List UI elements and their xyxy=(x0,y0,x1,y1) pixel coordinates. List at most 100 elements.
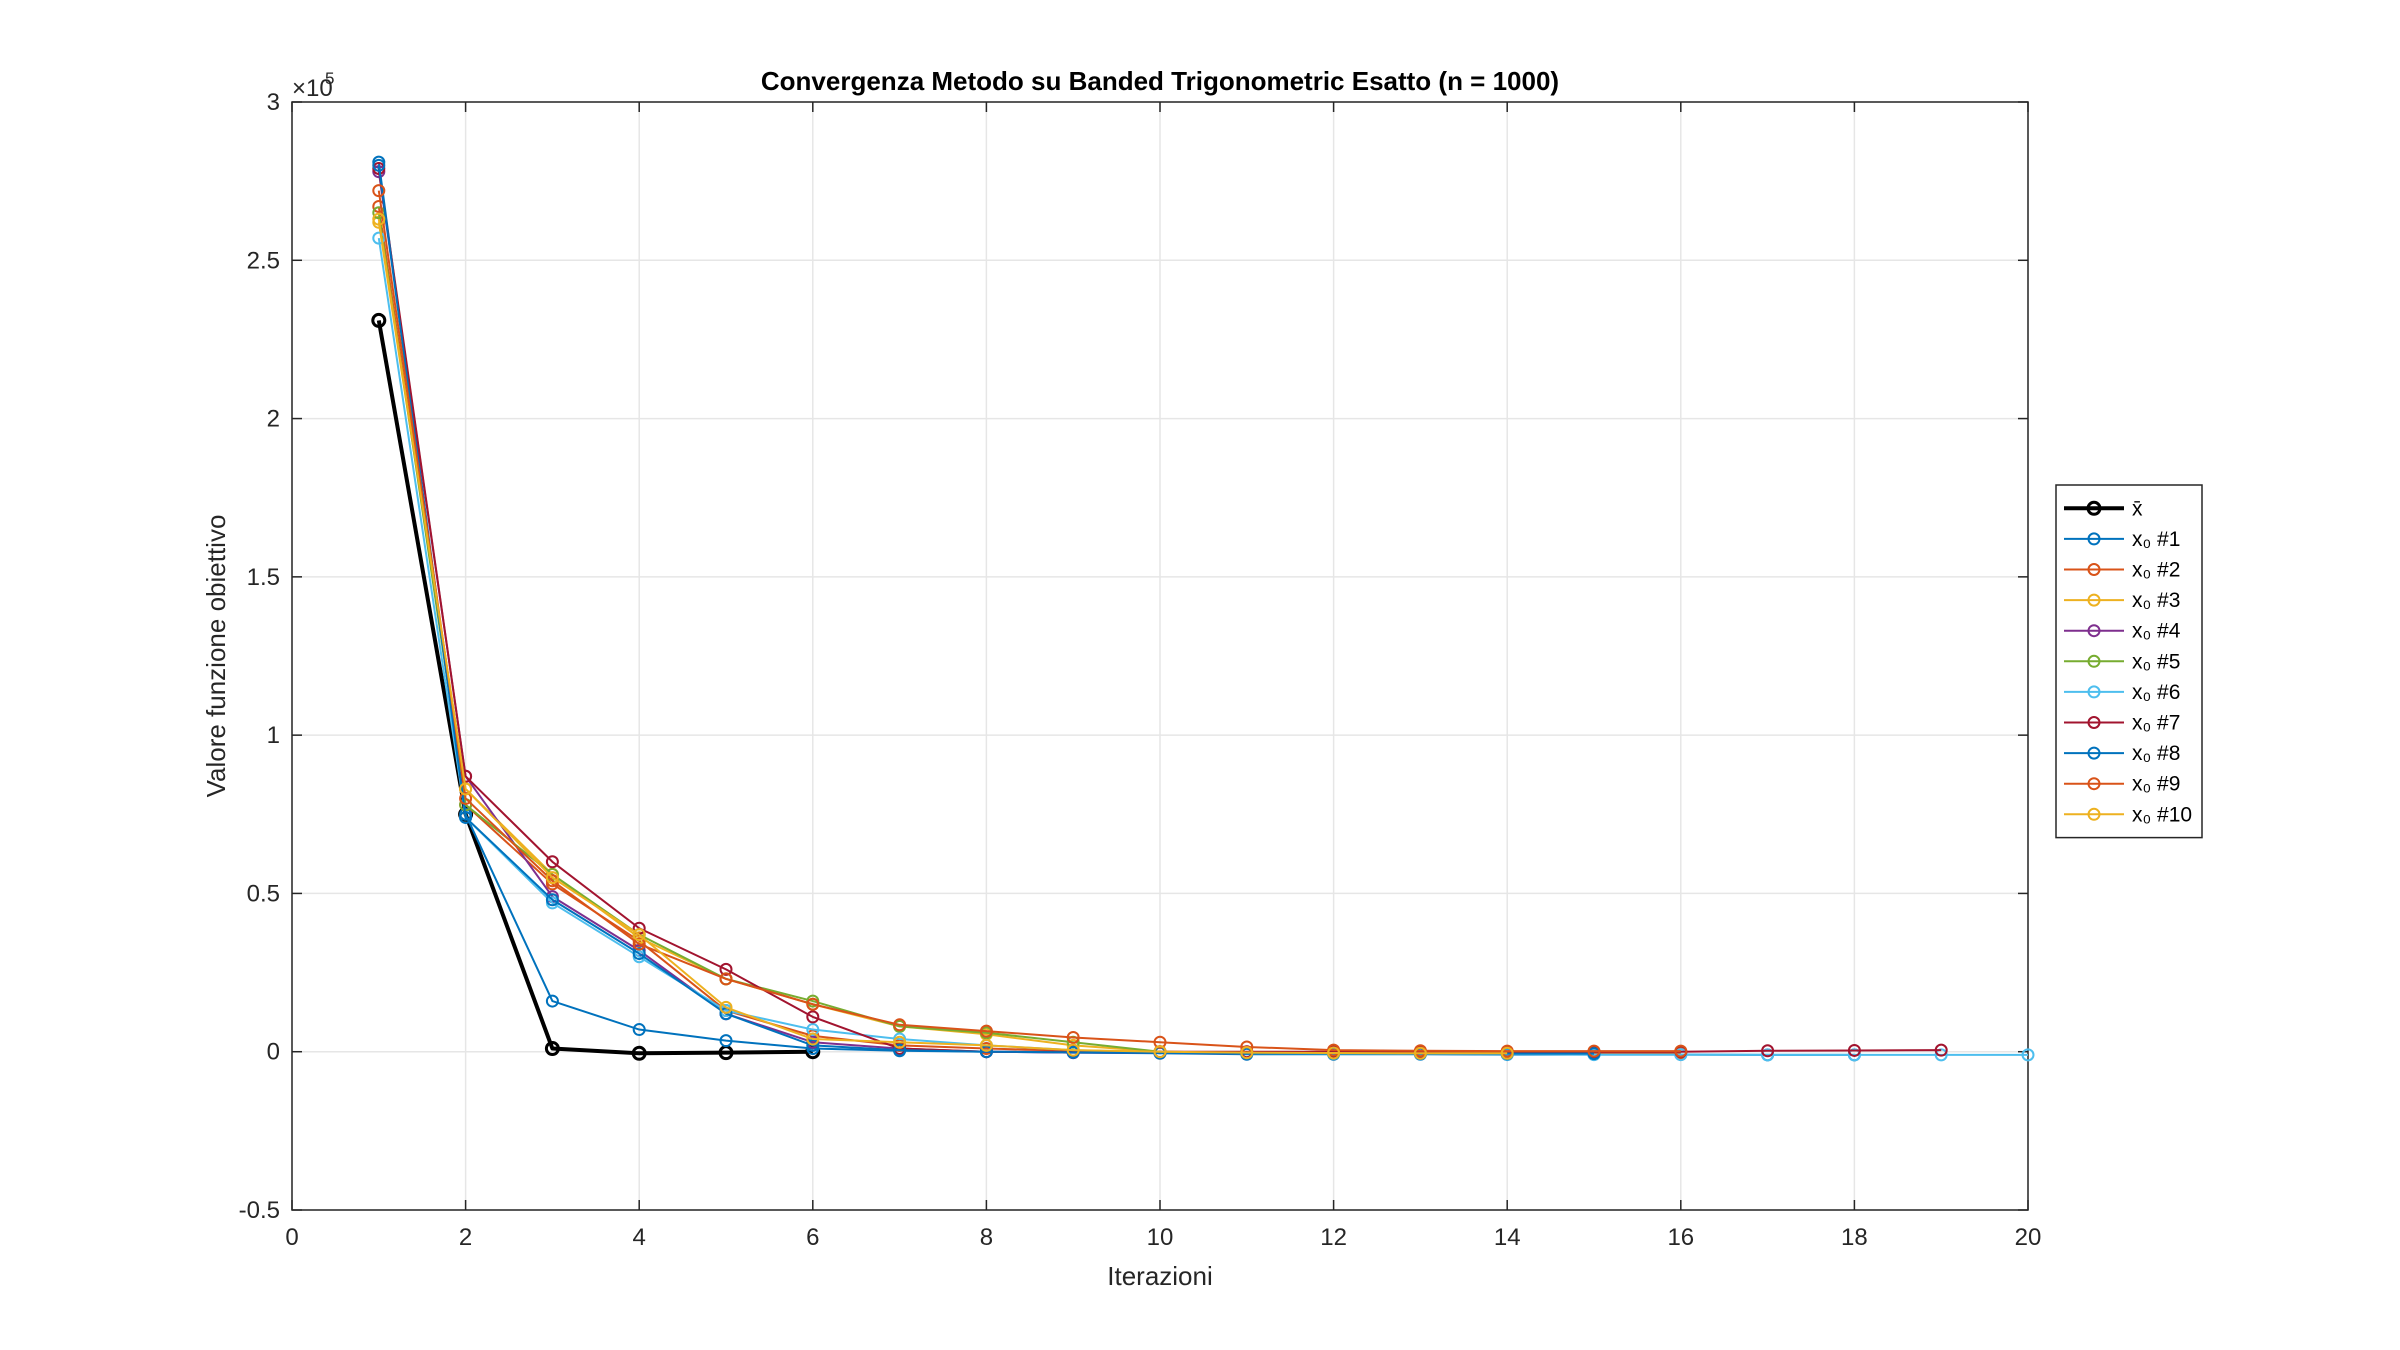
x-axis-ticks: 0 2 4 6 8 10 12 14 16 18 20 xyxy=(285,102,2041,1251)
x-tick-label: 4 xyxy=(633,1224,646,1251)
data-point xyxy=(372,231,386,245)
data-point xyxy=(1153,1035,1167,1049)
legend-marker xyxy=(2087,624,2101,638)
data-point xyxy=(719,962,733,976)
data-point xyxy=(632,928,646,942)
x-axis-label: Iterazioni xyxy=(1107,1261,1213,1291)
data-point xyxy=(632,1023,646,1037)
series-line xyxy=(377,171,1508,1055)
data-point xyxy=(719,972,733,986)
data-point xyxy=(1847,1043,1861,1057)
y-tick-label: 1 xyxy=(267,722,280,749)
legend-label: x₀ #4 xyxy=(2132,620,2181,643)
legend-marker xyxy=(2087,532,2101,546)
data-point xyxy=(1240,1046,1254,1060)
series-10 xyxy=(372,184,1688,1058)
y-tick-label: 2 xyxy=(267,406,280,433)
data-point xyxy=(979,1024,993,1038)
legend-label: x₀ #3 xyxy=(2132,589,2180,612)
data-point xyxy=(979,1038,993,1052)
x-tick-label: 10 xyxy=(1147,1224,1174,1251)
legend-label: x₀ #2 xyxy=(2132,559,2180,582)
y-tick-label: 0.5 xyxy=(247,880,280,907)
legend-marker xyxy=(2087,777,2101,791)
series-3 xyxy=(372,199,1688,1060)
data-point xyxy=(372,158,386,172)
data-point xyxy=(1761,1048,1775,1062)
legend-marker xyxy=(2086,500,2102,516)
legend: x̄ x₀ #1 x₀ #2 x₀ #3 x₀ #4 x₀ #5 x₀ #6 x₀ #7 x₀ … xyxy=(2055,484,2203,839)
series-line xyxy=(377,212,1508,1055)
legend-marker xyxy=(2087,563,2101,576)
y-axis-label: Valore funzione obiettivo xyxy=(201,515,231,798)
data-point xyxy=(1934,1048,1948,1062)
data-point xyxy=(2021,1048,2035,1062)
data-point xyxy=(1066,1030,1080,1044)
y-axis-ticks: -0.5 0 0.5 1 1.5 2 2.5 3 xyxy=(239,89,2028,1224)
data-point xyxy=(719,1000,733,1014)
data-point xyxy=(893,1043,907,1057)
data-point xyxy=(632,947,646,961)
legend-item: x₀ #1 xyxy=(2064,528,2180,551)
data-point xyxy=(1500,1046,1514,1060)
legend-label: x̄ xyxy=(2132,497,2143,520)
legend-item: x₀ #2 xyxy=(2064,559,2180,582)
series-6 xyxy=(372,206,1514,1061)
data-point xyxy=(632,937,646,951)
data-point xyxy=(372,184,386,198)
legend-marker xyxy=(2087,746,2101,760)
data-point xyxy=(371,312,387,328)
x-tick-label: 12 xyxy=(1320,1224,1347,1251)
data-point xyxy=(1847,1048,1861,1062)
x-tick-label: 16 xyxy=(1667,1224,1694,1251)
data-point xyxy=(893,1035,907,1049)
x-tick-label: 18 xyxy=(1841,1224,1868,1251)
data-point xyxy=(1587,1044,1601,1058)
legend-item: x₀ #7 xyxy=(2064,712,2180,735)
data-point xyxy=(372,212,386,226)
series-5 xyxy=(372,165,1514,1060)
legend-label: x₀ #9 xyxy=(2132,773,2180,796)
legend-item: x̄ xyxy=(2064,497,2143,520)
data-point xyxy=(1327,1046,1341,1060)
legend-marker xyxy=(2087,807,2101,821)
series-line xyxy=(377,206,1681,1055)
data-point xyxy=(459,810,473,824)
legend-marker xyxy=(2087,685,2101,699)
data-point xyxy=(1413,1046,1427,1060)
data-point xyxy=(1066,1043,1080,1057)
y-tick-label: 1.5 xyxy=(247,564,280,591)
data-point xyxy=(459,791,473,805)
y-exponent-power: 5 xyxy=(325,69,334,88)
legend-label: x₀ #10 xyxy=(2132,803,2192,826)
series-1 xyxy=(371,312,821,1061)
data-point xyxy=(545,994,559,1008)
y-tick-label: -0.5 xyxy=(239,1197,280,1224)
legend-marker xyxy=(2087,716,2101,729)
data-point xyxy=(631,1045,647,1061)
legend-item: x₀ #6 xyxy=(2064,681,2180,704)
x-tick-label: 14 xyxy=(1494,1224,1521,1251)
series-line xyxy=(377,162,1855,1056)
data-point xyxy=(1674,1044,1688,1058)
series-line xyxy=(377,218,1508,1055)
data-point xyxy=(545,893,559,907)
y-axis-exponent: ×10 5 xyxy=(292,69,334,102)
y-tick-label: 0 xyxy=(267,1039,280,1066)
data-point xyxy=(806,1023,820,1037)
legend-marker xyxy=(2087,654,2101,668)
series-line xyxy=(376,320,813,1056)
x-tick-label: 0 xyxy=(285,1224,298,1251)
data-point xyxy=(806,1032,820,1046)
legend-item: x₀ #5 xyxy=(2064,650,2180,673)
series-line xyxy=(377,190,1681,1053)
data-point xyxy=(459,782,473,796)
data-point xyxy=(719,1034,733,1048)
data-point xyxy=(545,855,559,869)
legend-marker xyxy=(2087,593,2101,607)
data-point xyxy=(806,1010,820,1024)
legend-label: x₀ #7 xyxy=(2132,712,2180,735)
data-point xyxy=(893,1018,907,1032)
data-point xyxy=(545,871,559,885)
